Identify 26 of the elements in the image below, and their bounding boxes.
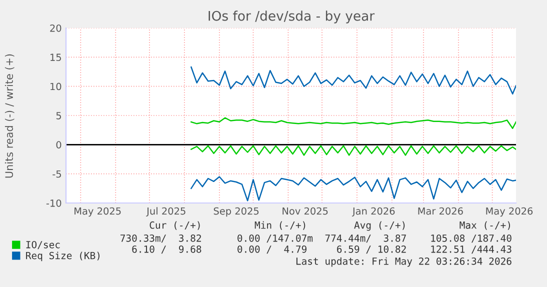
line-series (190, 176, 516, 202)
text: 730.33m/ 3.82 0.00 /147.07m 774.44m/ 3.87 105.08 /187.40 (120, 234, 512, 243)
y-tick-label: -10 (46, 199, 62, 207)
legend-label: Req Size (KB) (26, 252, 100, 262)
y-tick-label: 5 (56, 112, 61, 120)
x-tick-label: Nov 2025 (282, 207, 328, 215)
x-tick-label: May 2025 (74, 207, 121, 217)
y-tick-label: 10 (50, 82, 62, 90)
chart-title: IOs for /dev/sda - by year (208, 10, 375, 24)
x-tick-label: Jan 2026 (352, 207, 395, 216)
y-tick-label: 0 (56, 141, 62, 148)
x-tick-label: Sep 2025 (214, 207, 259, 217)
legend-label: IO/sec (26, 240, 60, 250)
text: Last update: Fri May 22 03:26:34 2026 (296, 257, 512, 267)
x-tick-label: Mar 2026 (418, 207, 463, 215)
line-series (190, 66, 516, 95)
y-tick-label: -5 (52, 170, 61, 178)
text: Cur (-/+) Min (-/+) Avg (-/+) Max (-/+) (150, 221, 510, 231)
x-tick-label: Jul 2025 (146, 207, 186, 216)
x-tick-label: May 2026 (486, 207, 533, 217)
y-axis-title: Units read (-) / write (+) (4, 54, 14, 178)
y-tick-label: 20 (50, 24, 62, 32)
line-series (190, 117, 516, 129)
line-series (190, 145, 516, 156)
text: 6.10 / 9.68 0.00 / 4.79 6.59 / 10.82 122.51 /444.43 (132, 245, 512, 254)
y-tick-label: 15 (50, 54, 61, 61)
